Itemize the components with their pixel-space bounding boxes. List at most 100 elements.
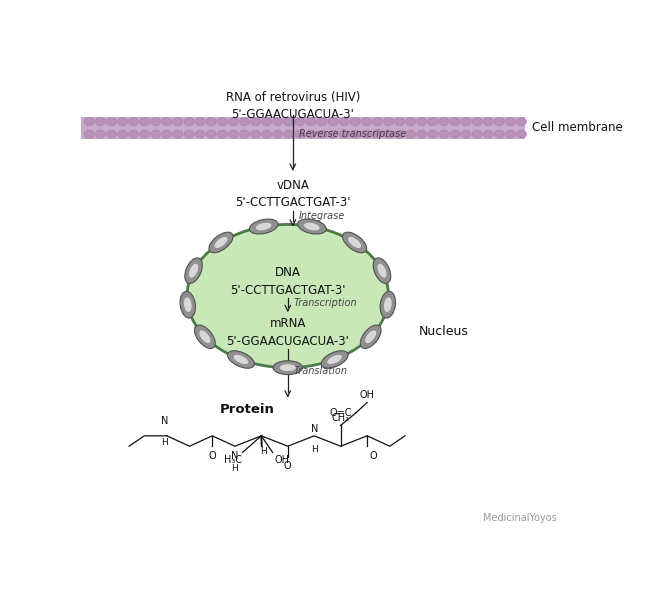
Ellipse shape	[461, 130, 471, 138]
Ellipse shape	[365, 331, 376, 343]
Text: O=C: O=C	[330, 408, 352, 418]
Ellipse shape	[517, 118, 526, 125]
Ellipse shape	[306, 118, 316, 125]
Ellipse shape	[495, 130, 504, 138]
Text: mRNA: mRNA	[270, 317, 306, 330]
Text: N: N	[231, 451, 239, 461]
Ellipse shape	[328, 118, 338, 125]
Ellipse shape	[273, 118, 283, 125]
Text: Integrase: Integrase	[299, 211, 345, 221]
Ellipse shape	[439, 118, 449, 125]
Ellipse shape	[228, 130, 239, 138]
Ellipse shape	[417, 130, 427, 138]
Ellipse shape	[317, 130, 327, 138]
Ellipse shape	[129, 118, 138, 125]
Ellipse shape	[140, 118, 150, 125]
Ellipse shape	[84, 118, 94, 125]
Ellipse shape	[233, 355, 248, 364]
Ellipse shape	[328, 355, 342, 364]
Text: H: H	[261, 448, 267, 457]
Ellipse shape	[250, 118, 261, 125]
Ellipse shape	[472, 130, 482, 138]
Ellipse shape	[380, 292, 395, 318]
Ellipse shape	[350, 118, 360, 125]
Ellipse shape	[185, 258, 202, 283]
Ellipse shape	[96, 130, 105, 138]
Ellipse shape	[180, 292, 196, 318]
Ellipse shape	[506, 130, 515, 138]
Text: 5'-GGAACUGACUA-3': 5'-GGAACUGACUA-3'	[226, 335, 349, 348]
Ellipse shape	[262, 130, 272, 138]
Text: N: N	[311, 424, 318, 434]
Text: 5'-CCTTGACTGAT-3': 5'-CCTTGACTGAT-3'	[235, 196, 350, 209]
Text: OH: OH	[359, 390, 374, 400]
Ellipse shape	[348, 237, 361, 248]
Text: RNA of retrovirus (HIV): RNA of retrovirus (HIV)	[226, 91, 360, 104]
Ellipse shape	[273, 130, 283, 138]
Ellipse shape	[187, 224, 389, 368]
Ellipse shape	[450, 130, 460, 138]
Ellipse shape	[428, 130, 438, 138]
Ellipse shape	[200, 331, 211, 343]
Ellipse shape	[118, 118, 127, 125]
Ellipse shape	[256, 223, 272, 230]
Text: Translation: Translation	[294, 366, 348, 376]
Ellipse shape	[428, 118, 438, 125]
Text: MedicinalYoyos: MedicinalYoyos	[483, 513, 556, 523]
Ellipse shape	[339, 118, 349, 125]
Text: N: N	[161, 416, 168, 425]
Ellipse shape	[384, 298, 392, 312]
Text: OH: OH	[274, 455, 289, 465]
Ellipse shape	[107, 118, 116, 125]
Text: 5'-GGAACUGACUA-3': 5'-GGAACUGACUA-3'	[231, 109, 354, 121]
Ellipse shape	[484, 130, 493, 138]
Ellipse shape	[472, 118, 482, 125]
Text: H: H	[231, 464, 239, 473]
Ellipse shape	[372, 118, 382, 125]
Ellipse shape	[239, 130, 250, 138]
Text: H: H	[311, 445, 318, 454]
Text: DNA: DNA	[275, 266, 301, 280]
Ellipse shape	[184, 298, 192, 312]
Ellipse shape	[262, 118, 272, 125]
Ellipse shape	[317, 118, 327, 125]
Ellipse shape	[343, 232, 367, 253]
Ellipse shape	[406, 130, 416, 138]
Ellipse shape	[506, 118, 515, 125]
Ellipse shape	[284, 130, 294, 138]
Ellipse shape	[378, 263, 387, 278]
Text: H₃C: H₃C	[224, 455, 242, 465]
Ellipse shape	[295, 118, 305, 125]
Ellipse shape	[217, 130, 228, 138]
Ellipse shape	[484, 118, 493, 125]
Ellipse shape	[206, 130, 216, 138]
Text: Protein: Protein	[220, 403, 275, 416]
Ellipse shape	[194, 325, 215, 349]
Ellipse shape	[140, 130, 150, 138]
Ellipse shape	[306, 130, 316, 138]
Text: Transcription: Transcription	[294, 298, 358, 308]
Ellipse shape	[321, 351, 348, 368]
Ellipse shape	[184, 130, 194, 138]
Text: CH₂: CH₂	[332, 413, 350, 423]
Text: vDNA: vDNA	[276, 179, 309, 191]
Ellipse shape	[173, 118, 183, 125]
Ellipse shape	[360, 325, 381, 349]
Ellipse shape	[96, 118, 105, 125]
Ellipse shape	[129, 130, 138, 138]
Ellipse shape	[361, 130, 371, 138]
Text: O: O	[209, 451, 216, 461]
Ellipse shape	[298, 219, 326, 234]
Ellipse shape	[173, 130, 183, 138]
Ellipse shape	[214, 237, 227, 248]
Ellipse shape	[395, 130, 404, 138]
Ellipse shape	[384, 118, 393, 125]
Ellipse shape	[304, 223, 320, 230]
Ellipse shape	[184, 118, 194, 125]
Ellipse shape	[195, 130, 205, 138]
Ellipse shape	[107, 130, 116, 138]
Text: H: H	[161, 438, 168, 447]
Ellipse shape	[227, 351, 254, 368]
Ellipse shape	[439, 130, 449, 138]
Ellipse shape	[461, 118, 471, 125]
